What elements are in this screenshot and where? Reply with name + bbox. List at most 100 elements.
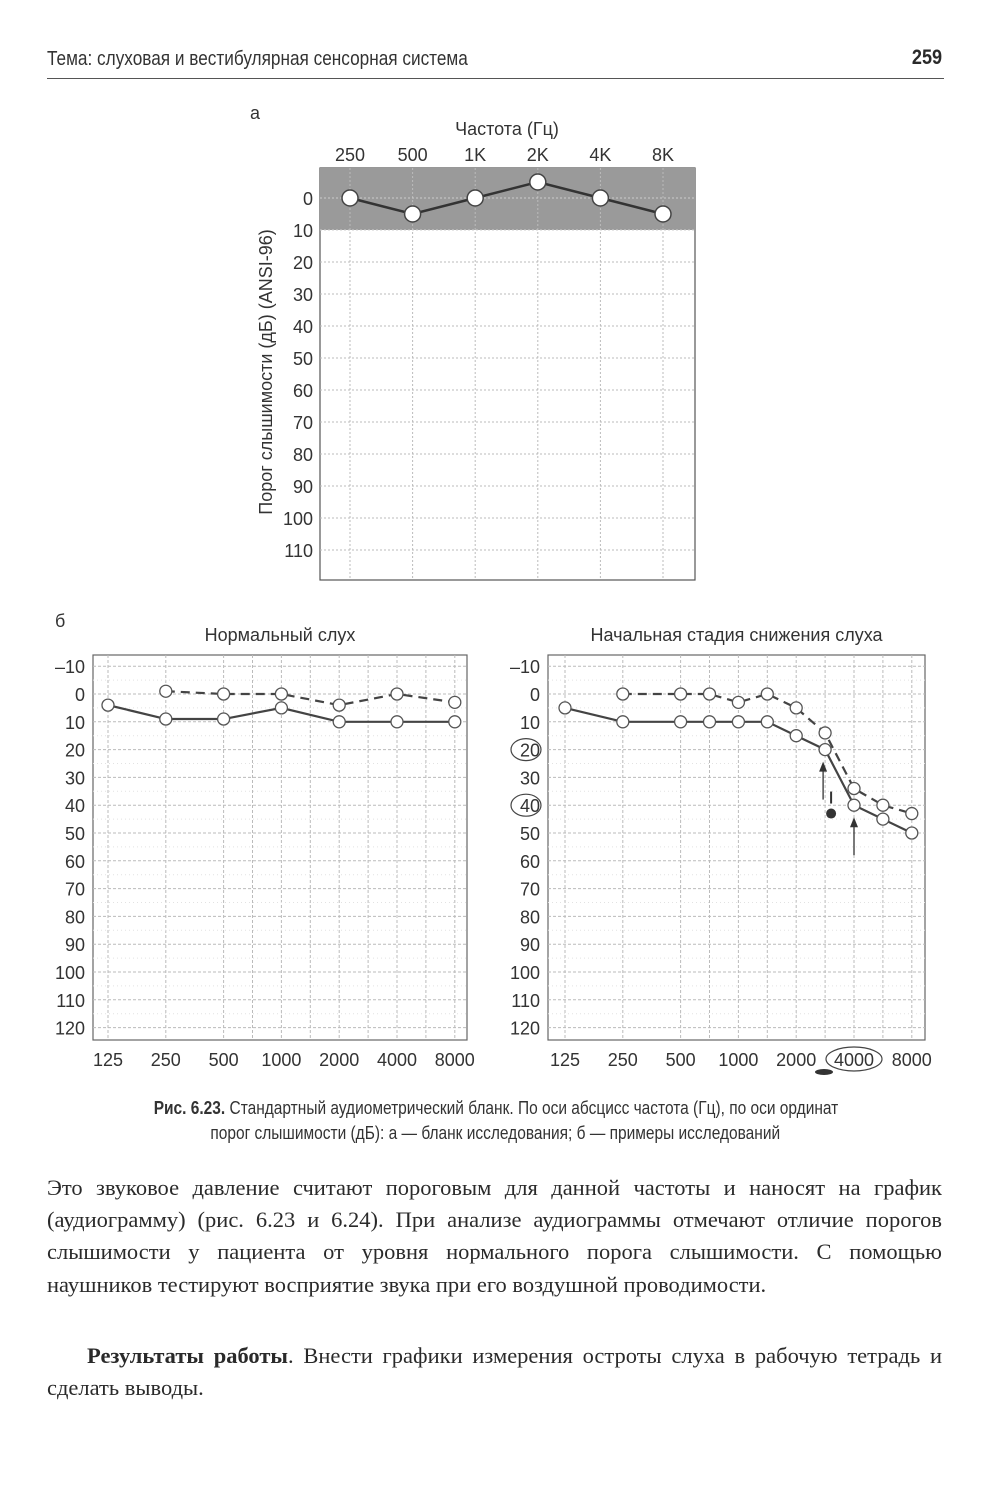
y-axis-title: Порог слышимости (дБ) (ANSI-96) bbox=[256, 229, 276, 514]
data-point bbox=[760, 687, 774, 701]
arrow-head-icon bbox=[819, 761, 828, 772]
caption-ref: Рис. 6.23. bbox=[153, 1098, 225, 1118]
y-tick-label: 30 bbox=[65, 768, 85, 788]
data-point bbox=[673, 687, 688, 701]
caption-line-1: Стандартный аудиометрический бланк. По о… bbox=[229, 1098, 838, 1118]
data-point bbox=[448, 715, 462, 729]
data-point bbox=[341, 189, 359, 207]
x-tick-label: 250 bbox=[151, 1050, 181, 1070]
data-point bbox=[390, 687, 404, 701]
data-point bbox=[789, 701, 803, 715]
plot-area bbox=[547, 654, 926, 1041]
x-tick-label: 4000 bbox=[834, 1050, 874, 1070]
paragraph-2: Результаты работы. Внести графики измере… bbox=[47, 1340, 942, 1404]
data-point bbox=[905, 826, 919, 840]
data-point bbox=[654, 205, 672, 223]
y-tick-label: 120 bbox=[55, 1019, 85, 1039]
x-tick-label: 500 bbox=[666, 1050, 696, 1070]
data-point bbox=[731, 695, 746, 709]
y-tick-label: 30 bbox=[520, 768, 540, 788]
header-rule bbox=[47, 78, 944, 79]
chart-title: Начальная стадия снижения слуха bbox=[590, 625, 883, 645]
filled-marker-dot bbox=[826, 808, 837, 819]
paragraph-2-text: . Внести графики измерения остроты слуха… bbox=[47, 1343, 942, 1401]
y-tick-label: 50 bbox=[520, 824, 540, 844]
results-heading: Результаты работы bbox=[87, 1343, 288, 1368]
y-tick-label: 40 bbox=[520, 796, 540, 816]
x-tick-label: 2K bbox=[527, 145, 549, 165]
data-point bbox=[702, 715, 717, 729]
y-tick-label: 100 bbox=[55, 963, 85, 983]
data-point bbox=[616, 687, 630, 701]
page-number: 259 bbox=[911, 46, 942, 69]
x-tick-label: 2000 bbox=[319, 1050, 359, 1070]
y-tick-label: 0 bbox=[75, 685, 85, 705]
panel-b-label: б bbox=[55, 611, 65, 631]
y-tick-label: 80 bbox=[65, 907, 85, 927]
y-tick-label: 60 bbox=[520, 852, 540, 872]
data-point bbox=[448, 695, 462, 709]
data-point bbox=[529, 173, 547, 191]
x-axis-title: Частота (Гц) bbox=[455, 119, 559, 139]
data-point bbox=[876, 798, 890, 812]
circled-tick-marker bbox=[510, 793, 542, 817]
data-point bbox=[760, 715, 774, 729]
caption-line-2: порог слышимости (дБ): а — бланк исследо… bbox=[210, 1123, 781, 1143]
normal-range-band bbox=[320, 168, 695, 230]
x-tick-label: 125 bbox=[550, 1050, 580, 1070]
data-point bbox=[905, 806, 919, 821]
x-tick-label: 500 bbox=[209, 1050, 239, 1070]
x-tick-label: 4000 bbox=[377, 1050, 417, 1070]
y-tick-label: 50 bbox=[293, 349, 313, 369]
y-tick-label: 50 bbox=[65, 824, 85, 844]
data-point bbox=[558, 701, 572, 715]
y-tick-label: 120 bbox=[510, 1019, 540, 1039]
data-point bbox=[390, 715, 404, 729]
data-point bbox=[731, 715, 746, 729]
x-tick-label: 1000 bbox=[261, 1050, 301, 1070]
data-point bbox=[789, 729, 803, 743]
data-point bbox=[332, 715, 346, 729]
running-header-title: Тема: слуховая и вестибулярная сенсорная… bbox=[47, 48, 468, 70]
dashed-series-line bbox=[165, 690, 455, 707]
arrow-head-icon bbox=[850, 817, 858, 828]
tick-underline-mark bbox=[815, 1069, 833, 1075]
data-point bbox=[159, 712, 173, 726]
data-point bbox=[591, 189, 610, 207]
y-tick-label: –10 bbox=[55, 657, 85, 677]
x-tick-label: 125 bbox=[93, 1050, 123, 1070]
y-tick-label: 80 bbox=[293, 445, 313, 465]
y-tick-label: –10 bbox=[510, 657, 540, 677]
data-point bbox=[403, 205, 422, 223]
data-point bbox=[847, 798, 861, 812]
y-tick-label: 0 bbox=[530, 685, 540, 705]
x-tick-label: 8000 bbox=[892, 1050, 932, 1070]
x-tick-label: 1000 bbox=[718, 1050, 758, 1070]
x-tick-label: 2000 bbox=[776, 1050, 816, 1070]
y-tick-label: 70 bbox=[65, 880, 85, 900]
y-tick-label: 90 bbox=[293, 477, 313, 497]
data-point bbox=[216, 687, 231, 701]
y-tick-label: 90 bbox=[65, 935, 85, 955]
x-tick-label: 500 bbox=[398, 145, 428, 165]
y-tick-label: 20 bbox=[65, 741, 85, 761]
panel-a-label: а bbox=[250, 103, 261, 123]
data-point bbox=[159, 684, 173, 698]
y-tick-label: 110 bbox=[511, 991, 540, 1011]
y-tick-label: 110 bbox=[56, 991, 85, 1011]
y-tick-label: 70 bbox=[293, 413, 313, 433]
x-tick-label: 250 bbox=[335, 145, 365, 165]
plot-area bbox=[319, 167, 696, 581]
x-tick-label: 250 bbox=[608, 1050, 638, 1070]
data-point bbox=[673, 715, 688, 729]
data-point bbox=[616, 715, 630, 729]
y-tick-label: 20 bbox=[520, 741, 540, 761]
y-tick-label: 60 bbox=[293, 381, 313, 401]
x-tick-label: 8000 bbox=[435, 1050, 475, 1070]
paragraph-1: Это звуковое давление считают пороговым … bbox=[47, 1175, 942, 1297]
plot-area bbox=[92, 654, 468, 1041]
data-point bbox=[216, 712, 231, 726]
y-tick-label: 0 bbox=[303, 189, 313, 209]
y-tick-label: 70 bbox=[520, 880, 540, 900]
data-point bbox=[702, 687, 717, 701]
